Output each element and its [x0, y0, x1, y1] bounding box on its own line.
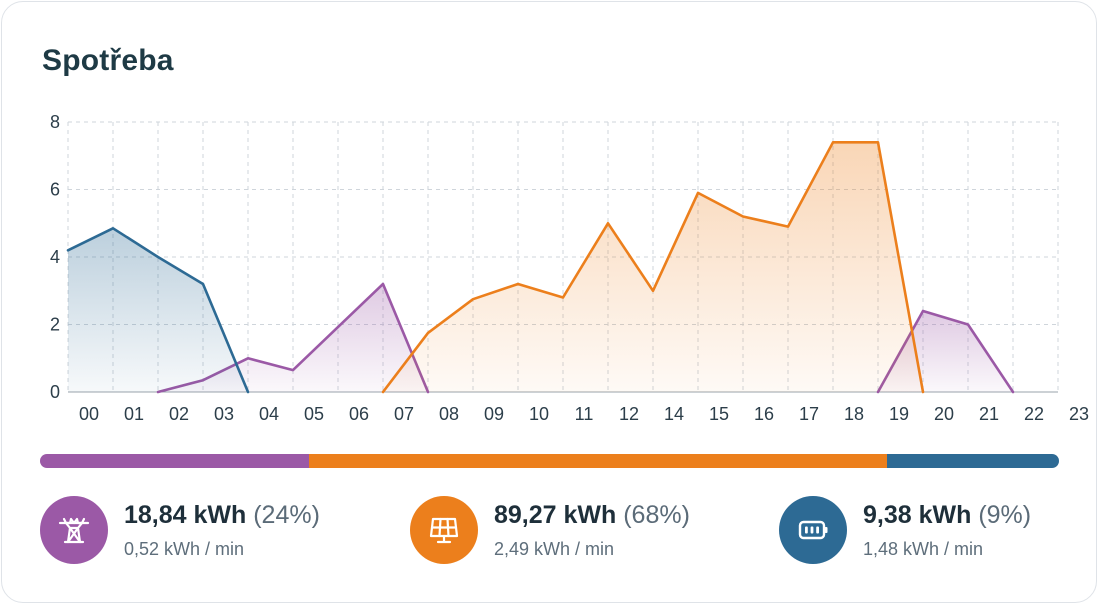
series-line — [66, 227, 250, 394]
x-tick-label: 05 — [304, 404, 324, 424]
x-tick-label: 17 — [799, 404, 819, 424]
split-segment-solar — [309, 454, 887, 468]
x-tick-label: 18 — [844, 404, 864, 424]
stat-solar: 89,27 kWh (68%) 2,49 kWh / min — [410, 494, 690, 566]
series-line — [381, 141, 925, 394]
series-area — [68, 228, 248, 392]
x-tick-label: 20 — [934, 404, 954, 424]
card-title: Spotřeba — [42, 44, 174, 77]
x-tick-label: 00 — [79, 404, 99, 424]
solar-energy-value: 89,27 kWh — [494, 501, 617, 529]
grid-icon-circle — [40, 496, 108, 564]
grid-energy-value: 18,84 kWh — [124, 501, 247, 529]
series-area — [158, 284, 428, 392]
battery-icon-circle — [779, 496, 847, 564]
x-tick-label: 11 — [575, 404, 594, 424]
x-tick-label: 06 — [349, 404, 369, 424]
x-tick-label: 14 — [664, 404, 684, 424]
y-tick-label: 4 — [50, 247, 60, 267]
solar-panel-icon — [429, 517, 459, 544]
grid-energy-rate: 0,52 kWh / min — [124, 539, 245, 559]
x-tick-label: 02 — [169, 404, 189, 424]
series-area — [383, 142, 923, 392]
x-tick-label: 12 — [619, 404, 639, 424]
x-tick-label: 22 — [1024, 404, 1044, 424]
x-tick-label: 15 — [709, 404, 729, 424]
battery-energy-rate: 1,48 kWh / min — [863, 539, 984, 559]
solar-icon-circle — [410, 496, 478, 564]
x-tick-label: 09 — [484, 404, 504, 424]
x-tick-label: 04 — [259, 404, 279, 424]
x-tick-label: 10 — [529, 404, 549, 424]
split-segment-grid — [40, 454, 310, 468]
battery-energy-value: 9,38 kWh — [863, 501, 972, 529]
y-tick-label: 0 — [50, 382, 60, 402]
x-tick-label: 16 — [754, 404, 774, 424]
x-tick-label: 03 — [214, 404, 234, 424]
y-tick-label: 6 — [50, 180, 60, 200]
x-tick-label: 08 — [439, 404, 459, 424]
battery-energy-percent: (9%) — [978, 501, 1032, 529]
solar-energy-rate: 2,49 kWh / min — [494, 539, 615, 559]
grid-energy-percent: (24%) — [253, 501, 320, 529]
x-tick-label: 23 — [1069, 404, 1089, 424]
x-tick-label: 01 — [124, 404, 144, 424]
stat-battery: 9,38 kWh (9%) 1,48 kWh / min — [779, 494, 1031, 566]
x-tick-label: 07 — [394, 404, 414, 424]
y-tick-label: 8 — [50, 112, 60, 132]
transmission-tower-icon — [58, 517, 90, 544]
battery-icon — [798, 520, 828, 540]
solar-energy-percent: (68%) — [623, 501, 690, 529]
source-split-bar — [40, 454, 1059, 468]
y-tick-label: 2 — [50, 315, 60, 335]
stat-grid: 18,84 kWh (24%) 0,52 kWh / min — [40, 494, 320, 566]
x-tick-label: 19 — [889, 404, 909, 424]
x-tick-label: 21 — [979, 404, 999, 424]
split-segment-battery — [886, 454, 1059, 468]
